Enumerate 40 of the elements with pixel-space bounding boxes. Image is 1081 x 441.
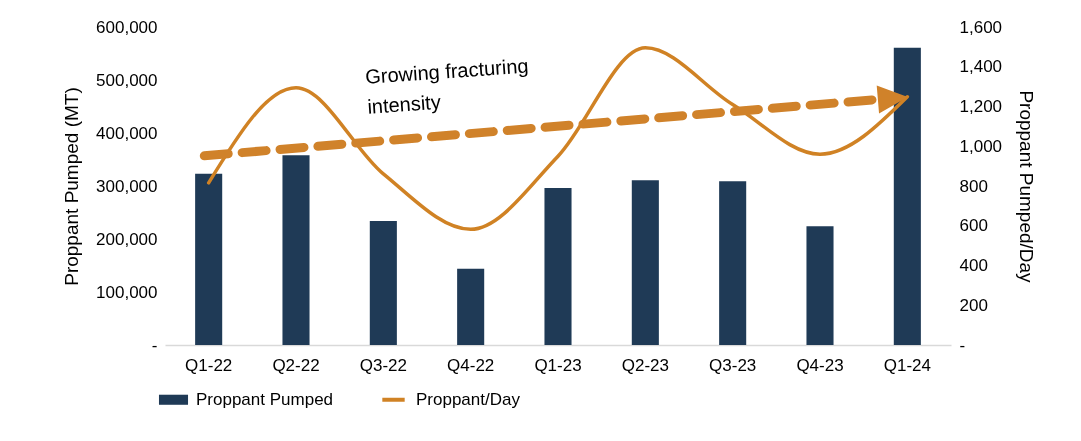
y2-tick-label: - [959, 335, 966, 355]
bar [544, 188, 572, 345]
bar [719, 181, 747, 345]
y-tick-label: 300,000 [96, 176, 158, 196]
x-tick-label: Q4-22 [447, 355, 495, 375]
bar [369, 220, 397, 345]
y2-axis-title: Proppant Pumped/Day [1016, 90, 1038, 284]
x-tick-label: Q3-23 [709, 355, 757, 375]
annotation: Growing fracturing intensity [364, 54, 530, 118]
y-tick-label: 100,000 [96, 282, 158, 302]
y2-tick-label: 1,000 [959, 136, 1003, 156]
legend-label: Proppant Pumped [196, 389, 334, 409]
x-tick-label: Q1-22 [185, 355, 233, 375]
line-series [206, 46, 910, 232]
bar [282, 155, 310, 345]
x-tick-label: Q4-23 [796, 355, 844, 375]
y-tick-label: - [151, 335, 158, 355]
y-tick-label: 600,000 [96, 17, 158, 37]
y2-tick-label: 1,200 [959, 97, 1003, 116]
x-tick-label: Q1-23 [534, 355, 582, 375]
bar [806, 226, 834, 345]
y-tick-label: 400,000 [96, 123, 158, 143]
y-tick-label: 200,000 [96, 229, 158, 249]
x-tick-label: Q2-23 [621, 355, 669, 375]
y2-tick-label: 400 [959, 256, 988, 275]
y-tick-label: 500,000 [96, 70, 158, 90]
y-axis-title: Proppant Pumped (MT) [61, 87, 83, 286]
y2-tick-label: 200 [959, 295, 988, 315]
y2-tick-label: 1,600 [959, 17, 1003, 37]
x-tick-label: Q1-24 [883, 355, 931, 375]
y2-tick-label: 600 [959, 216, 988, 236]
y2-tick-label: 800 [959, 176, 988, 196]
bar [631, 180, 659, 345]
bar [457, 268, 485, 345]
x-tick-label: Q2-22 [272, 355, 320, 375]
x-tick-label: Q3-22 [359, 355, 407, 375]
legend-label: Proppant/Day [416, 389, 521, 409]
bar [195, 173, 223, 345]
y2-tick-label: 1,400 [959, 57, 1003, 77]
bar [893, 47, 921, 345]
